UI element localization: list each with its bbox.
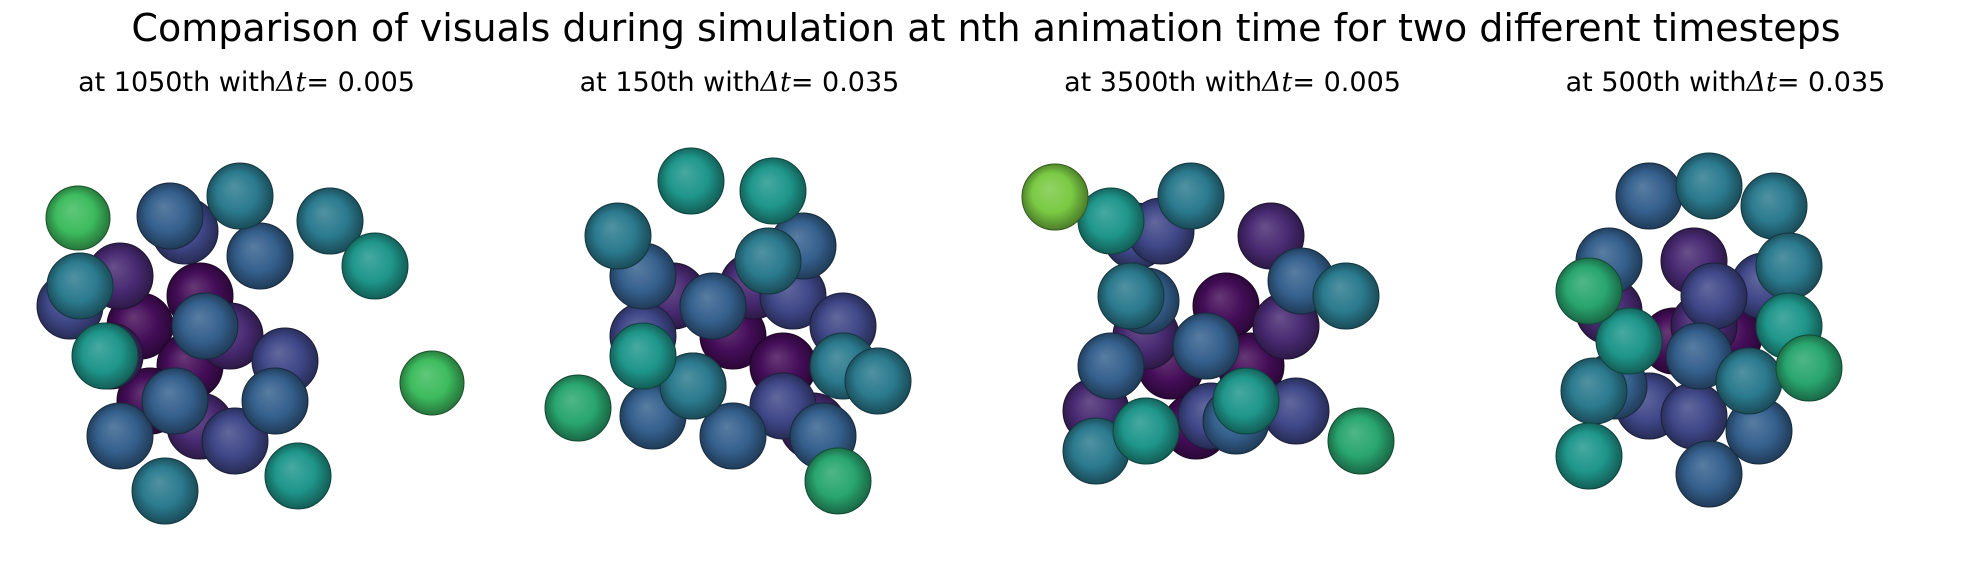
- sphere-render-3: [1021, 162, 1395, 485]
- particle-sphere: [399, 350, 465, 416]
- particle-sphere: [1740, 172, 1808, 240]
- sphere-render-4: [1555, 152, 1843, 508]
- particle-sphere: [1775, 334, 1843, 402]
- particle-sphere: [341, 232, 409, 300]
- particle-sphere: [46, 252, 114, 320]
- particle-sphere: [1675, 152, 1743, 220]
- panel-3: at 3500th with Δt = 0.005: [986, 56, 1479, 580]
- particle-sphere: [1675, 440, 1743, 508]
- particle-sphere: [206, 162, 274, 230]
- particle-sphere: [1097, 262, 1165, 330]
- particle-sphere: [296, 187, 364, 255]
- particle-sphere: [1660, 382, 1728, 450]
- particle-sphere: [86, 402, 154, 470]
- particle-sphere: [584, 202, 652, 270]
- panel-title: at 500th with Δt = 0.035: [1479, 62, 1972, 102]
- particle-sphere: [1021, 163, 1089, 231]
- particle-sphere: [804, 447, 872, 515]
- panel-title-math: Δt: [1746, 66, 1777, 98]
- particle-sphere: [739, 157, 807, 225]
- sphere-render-1: [36, 162, 465, 525]
- panel-title-prefix: at 150th with: [579, 66, 761, 98]
- panel-4: at 500th with Δt = 0.035: [1479, 56, 1972, 580]
- panel-title-math: Δt: [276, 66, 307, 98]
- sphere-render-2: [544, 147, 912, 515]
- particle-sphere: [544, 374, 612, 442]
- particle-sphere: [131, 457, 199, 525]
- panel-title-prefix: at 1050th with: [78, 66, 277, 98]
- particle-sphere: [1680, 262, 1748, 330]
- particle-sphere: [241, 367, 309, 435]
- particle-sphere: [699, 402, 767, 470]
- particle-sphere: [1212, 367, 1280, 435]
- particle-sphere: [141, 367, 209, 435]
- panel-2: at 150th with Δt = 0.035: [493, 56, 986, 580]
- particle-sphere: [679, 272, 747, 340]
- panel-1: at 1050th with Δt = 0.005: [0, 56, 493, 580]
- figure-title: Comparison of visuals during simulation …: [131, 6, 1841, 50]
- panel-title-suffix: = 0.035: [1776, 66, 1886, 98]
- particle-sphere: [1715, 347, 1783, 415]
- panel-title-suffix: = 0.005: [1292, 66, 1401, 98]
- particle-sphere: [171, 292, 239, 360]
- panel-title-prefix: at 500th with: [1565, 66, 1747, 98]
- panel-title-prefix: at 3500th with: [1064, 66, 1263, 98]
- particle-sphere: [1312, 262, 1380, 330]
- particle-sphere: [659, 352, 727, 420]
- particle-sphere: [226, 222, 294, 290]
- particle-sphere: [1755, 232, 1823, 300]
- particle-sphere: [609, 322, 677, 390]
- panel-title-suffix: = 0.005: [306, 66, 415, 98]
- particle-sphere: [1172, 312, 1240, 380]
- particle-sphere: [71, 322, 139, 390]
- panel-title: at 1050th with Δt = 0.005: [0, 62, 493, 102]
- particle-sphere: [1112, 397, 1180, 465]
- particle-sphere: [264, 442, 332, 510]
- panel-title: at 3500th with Δt = 0.005: [986, 62, 1479, 102]
- particle-sphere: [1615, 162, 1683, 230]
- particle-sphere: [1555, 422, 1623, 490]
- panel-title-math: Δt: [1262, 66, 1293, 98]
- particle-sphere: [1077, 332, 1145, 400]
- panel-title: at 150th with Δt = 0.035: [493, 62, 986, 102]
- particle-sphere: [136, 182, 204, 250]
- particle-sphere: [1555, 257, 1623, 325]
- particle-sphere: [1327, 407, 1395, 475]
- particle-sphere: [45, 185, 111, 251]
- particle-sphere: [1157, 162, 1225, 230]
- particle-sphere: [844, 347, 912, 415]
- particle-sphere: [734, 227, 802, 295]
- particle-sphere: [657, 147, 725, 215]
- particle-sphere: [1595, 307, 1663, 375]
- panel-title-suffix: = 0.035: [790, 66, 900, 98]
- panel-title-math: Δt: [760, 66, 791, 98]
